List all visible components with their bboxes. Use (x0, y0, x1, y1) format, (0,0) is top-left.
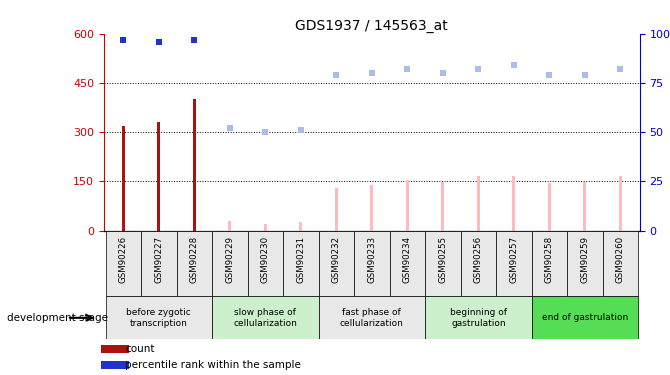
Point (295, 127, 306, 133)
Point (224, 125, 235, 131)
Bar (406, 180, 409, 231)
Point (580, 72, 590, 78)
Point (615, 66, 626, 72)
Text: GSM90230: GSM90230 (261, 236, 270, 283)
Bar (101, 362, 129, 369)
Text: GSM90257: GSM90257 (509, 236, 519, 283)
Bar (354, 231, 389, 296)
Bar (496, 231, 531, 296)
Point (366, 70, 377, 76)
Bar (567, 231, 602, 296)
Bar (106, 296, 212, 339)
Text: GSM90232: GSM90232 (332, 236, 341, 283)
Bar (371, 185, 373, 231)
Text: GSM90231: GSM90231 (296, 236, 306, 283)
Text: GSM90226: GSM90226 (119, 236, 128, 283)
Text: development stage: development stage (7, 313, 108, 323)
Bar (389, 231, 425, 296)
Text: GSM90260: GSM90260 (616, 236, 625, 283)
Text: percentile rank within the sample: percentile rank within the sample (125, 360, 301, 370)
Bar (319, 296, 425, 339)
Bar (531, 231, 567, 296)
Bar (141, 231, 177, 296)
Text: GSM90233: GSM90233 (367, 236, 377, 283)
Text: GSM90229: GSM90229 (225, 236, 234, 283)
Text: GSM90228: GSM90228 (190, 236, 199, 283)
Point (438, 70, 448, 76)
Bar (548, 183, 551, 231)
Bar (335, 188, 338, 231)
Bar (212, 296, 319, 339)
Text: GSM90234: GSM90234 (403, 236, 412, 283)
Bar (531, 296, 638, 339)
Title: GDS1937 / 145563_at: GDS1937 / 145563_at (295, 19, 448, 33)
Bar (122, 126, 125, 231)
Point (118, 37, 129, 43)
Text: fast phase of
cellularization: fast phase of cellularization (340, 308, 404, 327)
Text: GSM90256: GSM90256 (474, 236, 483, 283)
Bar (101, 345, 129, 353)
Bar (319, 231, 354, 296)
Bar (106, 231, 141, 296)
Bar (283, 231, 319, 296)
Text: GSM90259: GSM90259 (580, 236, 590, 283)
Text: GSM90227: GSM90227 (154, 236, 163, 283)
Bar (442, 182, 444, 231)
Text: GSM90258: GSM90258 (545, 236, 554, 283)
Bar (477, 176, 480, 231)
Text: GSM90255: GSM90255 (438, 236, 448, 283)
Point (189, 37, 200, 43)
Bar (177, 231, 212, 296)
Point (473, 66, 484, 72)
Bar (584, 182, 586, 231)
Point (153, 39, 164, 45)
Bar (299, 222, 302, 231)
Text: beginning of
gastrulation: beginning of gastrulation (450, 308, 507, 327)
Bar (425, 231, 460, 296)
Bar (248, 231, 283, 296)
Point (544, 72, 555, 78)
Bar (212, 231, 248, 296)
Bar (619, 176, 622, 231)
Bar (513, 176, 515, 231)
Point (260, 129, 271, 135)
Bar (193, 99, 196, 231)
Text: before zygotic
transcription: before zygotic transcription (127, 308, 191, 327)
Text: slow phase of
cellularization: slow phase of cellularization (233, 308, 297, 327)
Bar (228, 221, 231, 231)
Bar (425, 296, 531, 339)
Text: end of gastrulation: end of gastrulation (542, 313, 628, 322)
Bar (460, 231, 496, 296)
Text: count: count (125, 344, 155, 354)
Bar (602, 231, 638, 296)
Point (331, 72, 342, 78)
Point (402, 66, 413, 72)
Point (509, 62, 519, 68)
Bar (264, 224, 267, 231)
Bar (157, 122, 160, 231)
